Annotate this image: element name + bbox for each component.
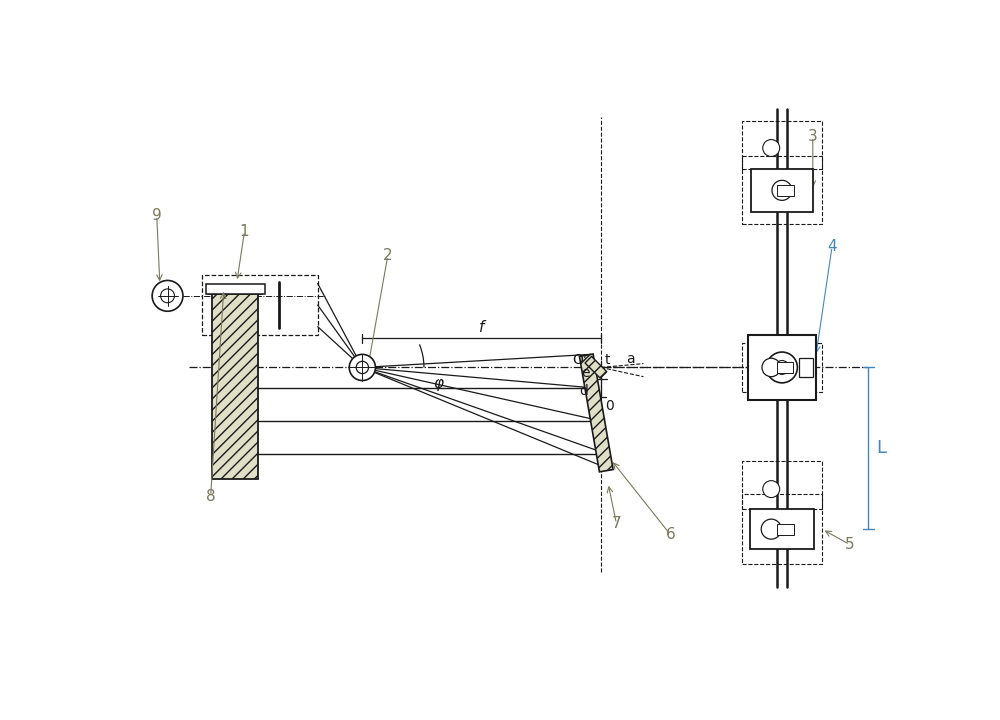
Circle shape xyxy=(763,140,780,156)
Text: 6: 6 xyxy=(665,527,675,542)
Text: O': O' xyxy=(572,354,587,367)
Text: 8: 8 xyxy=(206,489,215,503)
Bar xyxy=(212,294,258,479)
Circle shape xyxy=(356,361,369,374)
Circle shape xyxy=(349,354,375,381)
Text: 1: 1 xyxy=(240,224,249,238)
Text: e: e xyxy=(581,366,590,380)
Circle shape xyxy=(775,361,789,374)
Text: 9: 9 xyxy=(152,208,162,223)
Bar xyxy=(202,275,318,335)
Text: 4: 4 xyxy=(827,239,837,254)
Text: d: d xyxy=(580,384,589,398)
Circle shape xyxy=(763,481,780,498)
Text: a: a xyxy=(626,352,634,366)
Circle shape xyxy=(767,352,797,383)
Bar xyxy=(799,359,813,377)
Text: 2: 2 xyxy=(383,248,393,264)
Bar xyxy=(777,362,793,373)
Bar xyxy=(742,121,822,168)
Bar xyxy=(777,185,794,196)
Text: 3: 3 xyxy=(808,129,818,144)
Bar xyxy=(742,462,822,509)
Bar xyxy=(206,284,265,294)
Bar xyxy=(742,495,822,564)
Circle shape xyxy=(161,289,174,303)
Bar xyxy=(585,356,607,378)
Text: t: t xyxy=(604,354,610,367)
Bar xyxy=(742,343,822,392)
Text: φ: φ xyxy=(433,377,443,391)
Circle shape xyxy=(772,180,792,200)
Bar xyxy=(750,509,814,549)
Bar xyxy=(751,168,813,212)
Bar xyxy=(777,523,794,534)
Text: L: L xyxy=(876,439,886,457)
Text: 5: 5 xyxy=(845,537,855,552)
Text: 0: 0 xyxy=(605,399,614,413)
Circle shape xyxy=(762,359,780,377)
Bar xyxy=(748,335,816,400)
Polygon shape xyxy=(579,354,613,472)
Bar xyxy=(742,156,822,224)
Circle shape xyxy=(761,519,781,539)
Text: f: f xyxy=(479,320,484,335)
Circle shape xyxy=(152,280,183,311)
Text: 7: 7 xyxy=(612,516,621,531)
